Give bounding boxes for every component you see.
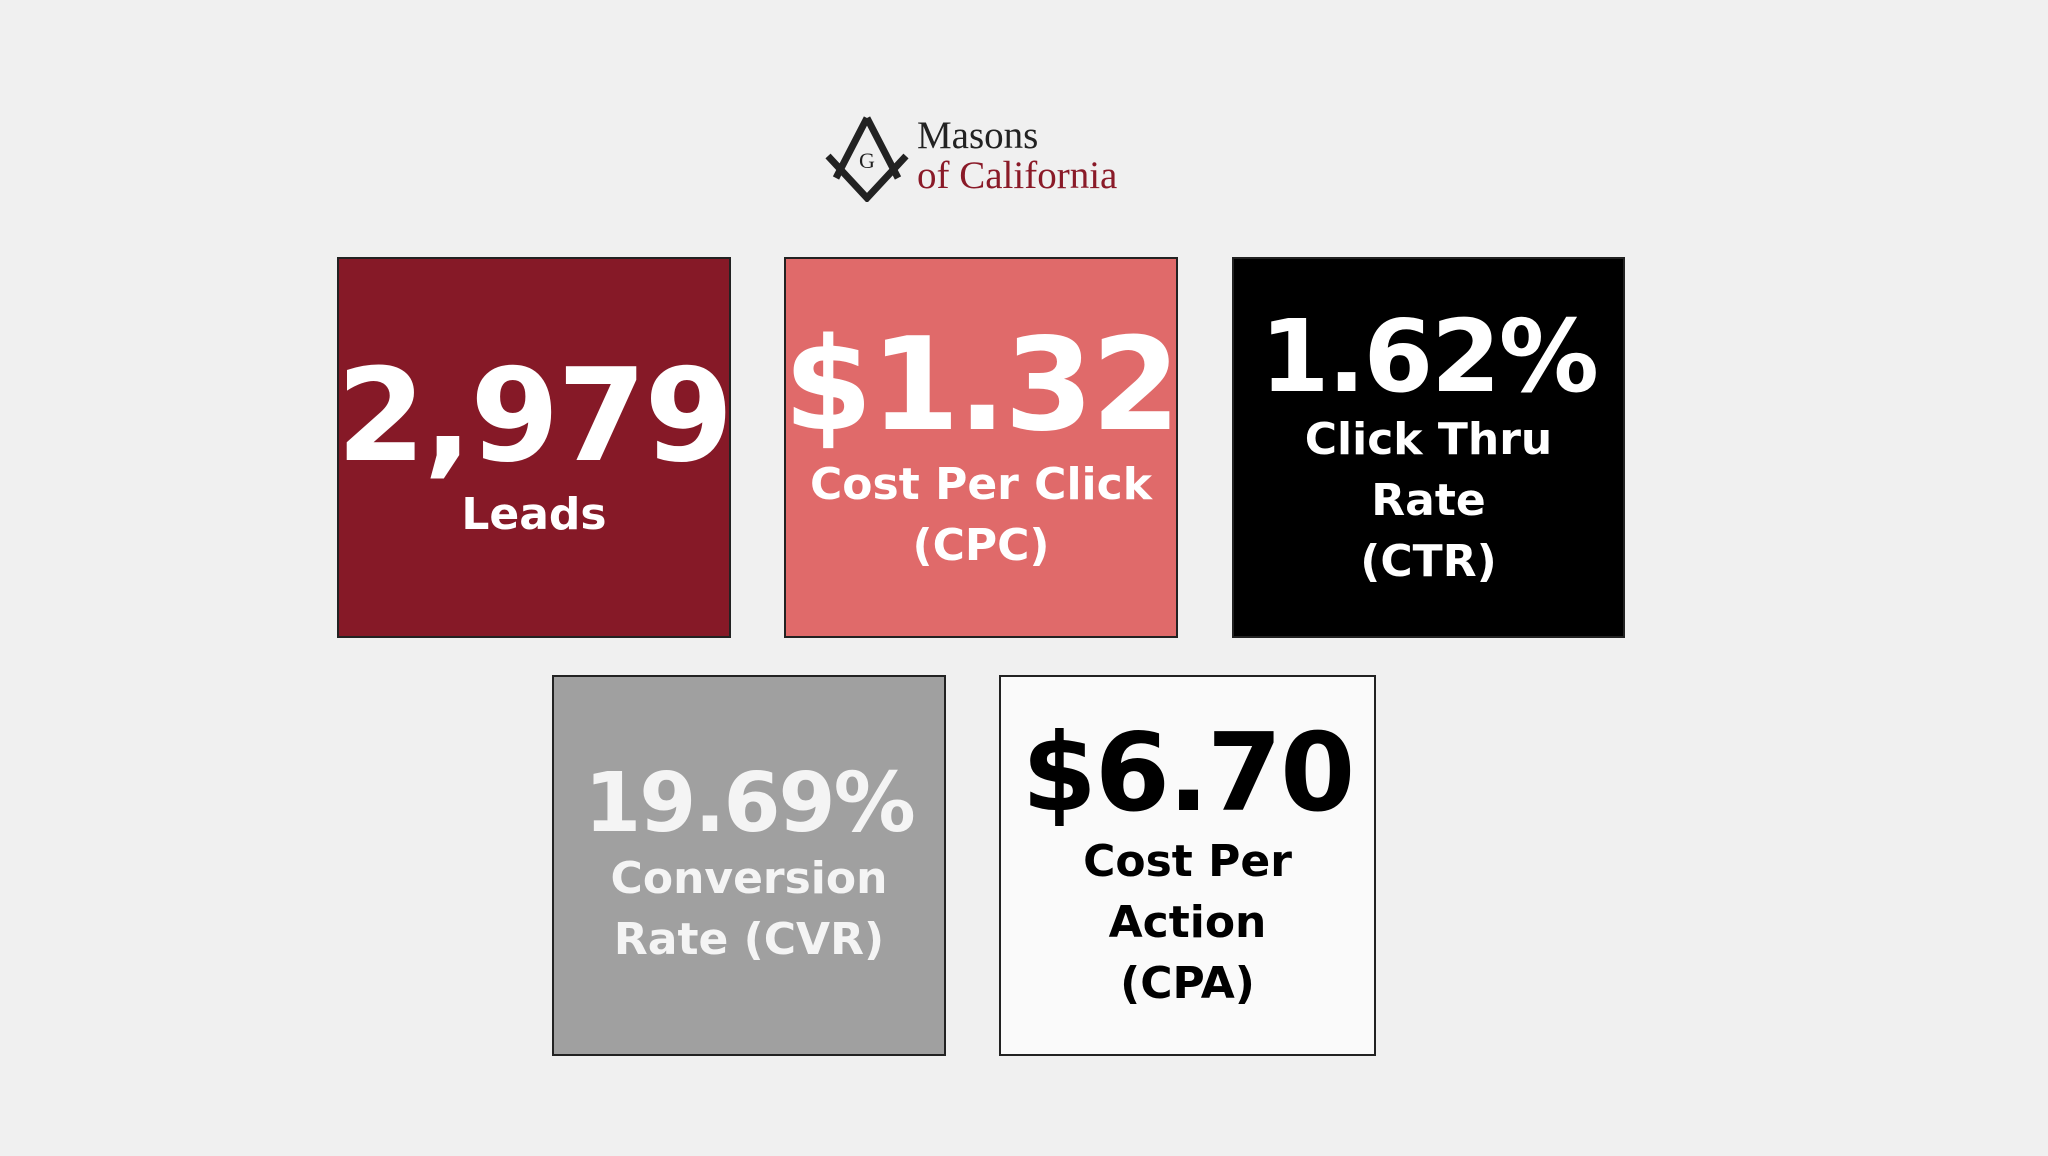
kpi-value: $6.70 (1021, 711, 1356, 837)
emblem: G (825, 116, 909, 204)
kpi-value: 1.62% (1260, 297, 1599, 415)
kpi-label: Leads (461, 484, 606, 545)
kpi-value: 2,979 (336, 341, 734, 491)
kpi-label-line: Leads (461, 489, 607, 541)
kpi-label-line: Rate (CVR) (613, 913, 885, 965)
logo-text: Masons of California (917, 116, 1117, 196)
kpi-value: 19.69% (584, 756, 916, 852)
kpi-label: Click Thru Rate (CTR) (1305, 409, 1552, 592)
kpi-tile: 2,979 Leads (336, 257, 734, 638)
kpi-label-line: Action (1108, 896, 1267, 948)
kpi-tile: $1.32 Cost Per Click (CPC) (783, 257, 1181, 638)
kpi-tile: 19.69% Conversion Rate (CVR) (552, 675, 946, 1056)
kpi-label-line: Cost Per (1083, 835, 1292, 887)
kpi-label-line: (CTR) (1360, 535, 1497, 587)
kpi-label-line: Rate (1371, 474, 1486, 526)
kpi-value: $1.32 (783, 311, 1181, 461)
kpi-label-line: Click Thru (1304, 413, 1553, 465)
logo-line: of California (917, 154, 1118, 197)
kpi-label-line: Conversion (610, 852, 888, 904)
logo-line: Masons (917, 114, 1039, 157)
kpi-label-line: (CPA) (1120, 957, 1255, 1009)
kpi-tile: 1.62% Click Thru Rate (CTR) (1232, 257, 1625, 638)
square (825, 153, 909, 204)
kpi-tile: $6.70 Cost Per Action (CPA) (999, 675, 1376, 1056)
logo: G Masons of California (822, 112, 1152, 204)
kpi-label-line: Cost Per Click (810, 458, 1152, 510)
emblem-letter: G (859, 148, 875, 173)
kpi-label: Conversion Rate (CVR) (611, 848, 888, 970)
kpi-label: Cost Per Click (CPC) (810, 454, 1152, 576)
kpi-label: Cost Per Action (CPA) (1083, 831, 1292, 1014)
kpi-label-line: (CPC) (912, 519, 1050, 571)
